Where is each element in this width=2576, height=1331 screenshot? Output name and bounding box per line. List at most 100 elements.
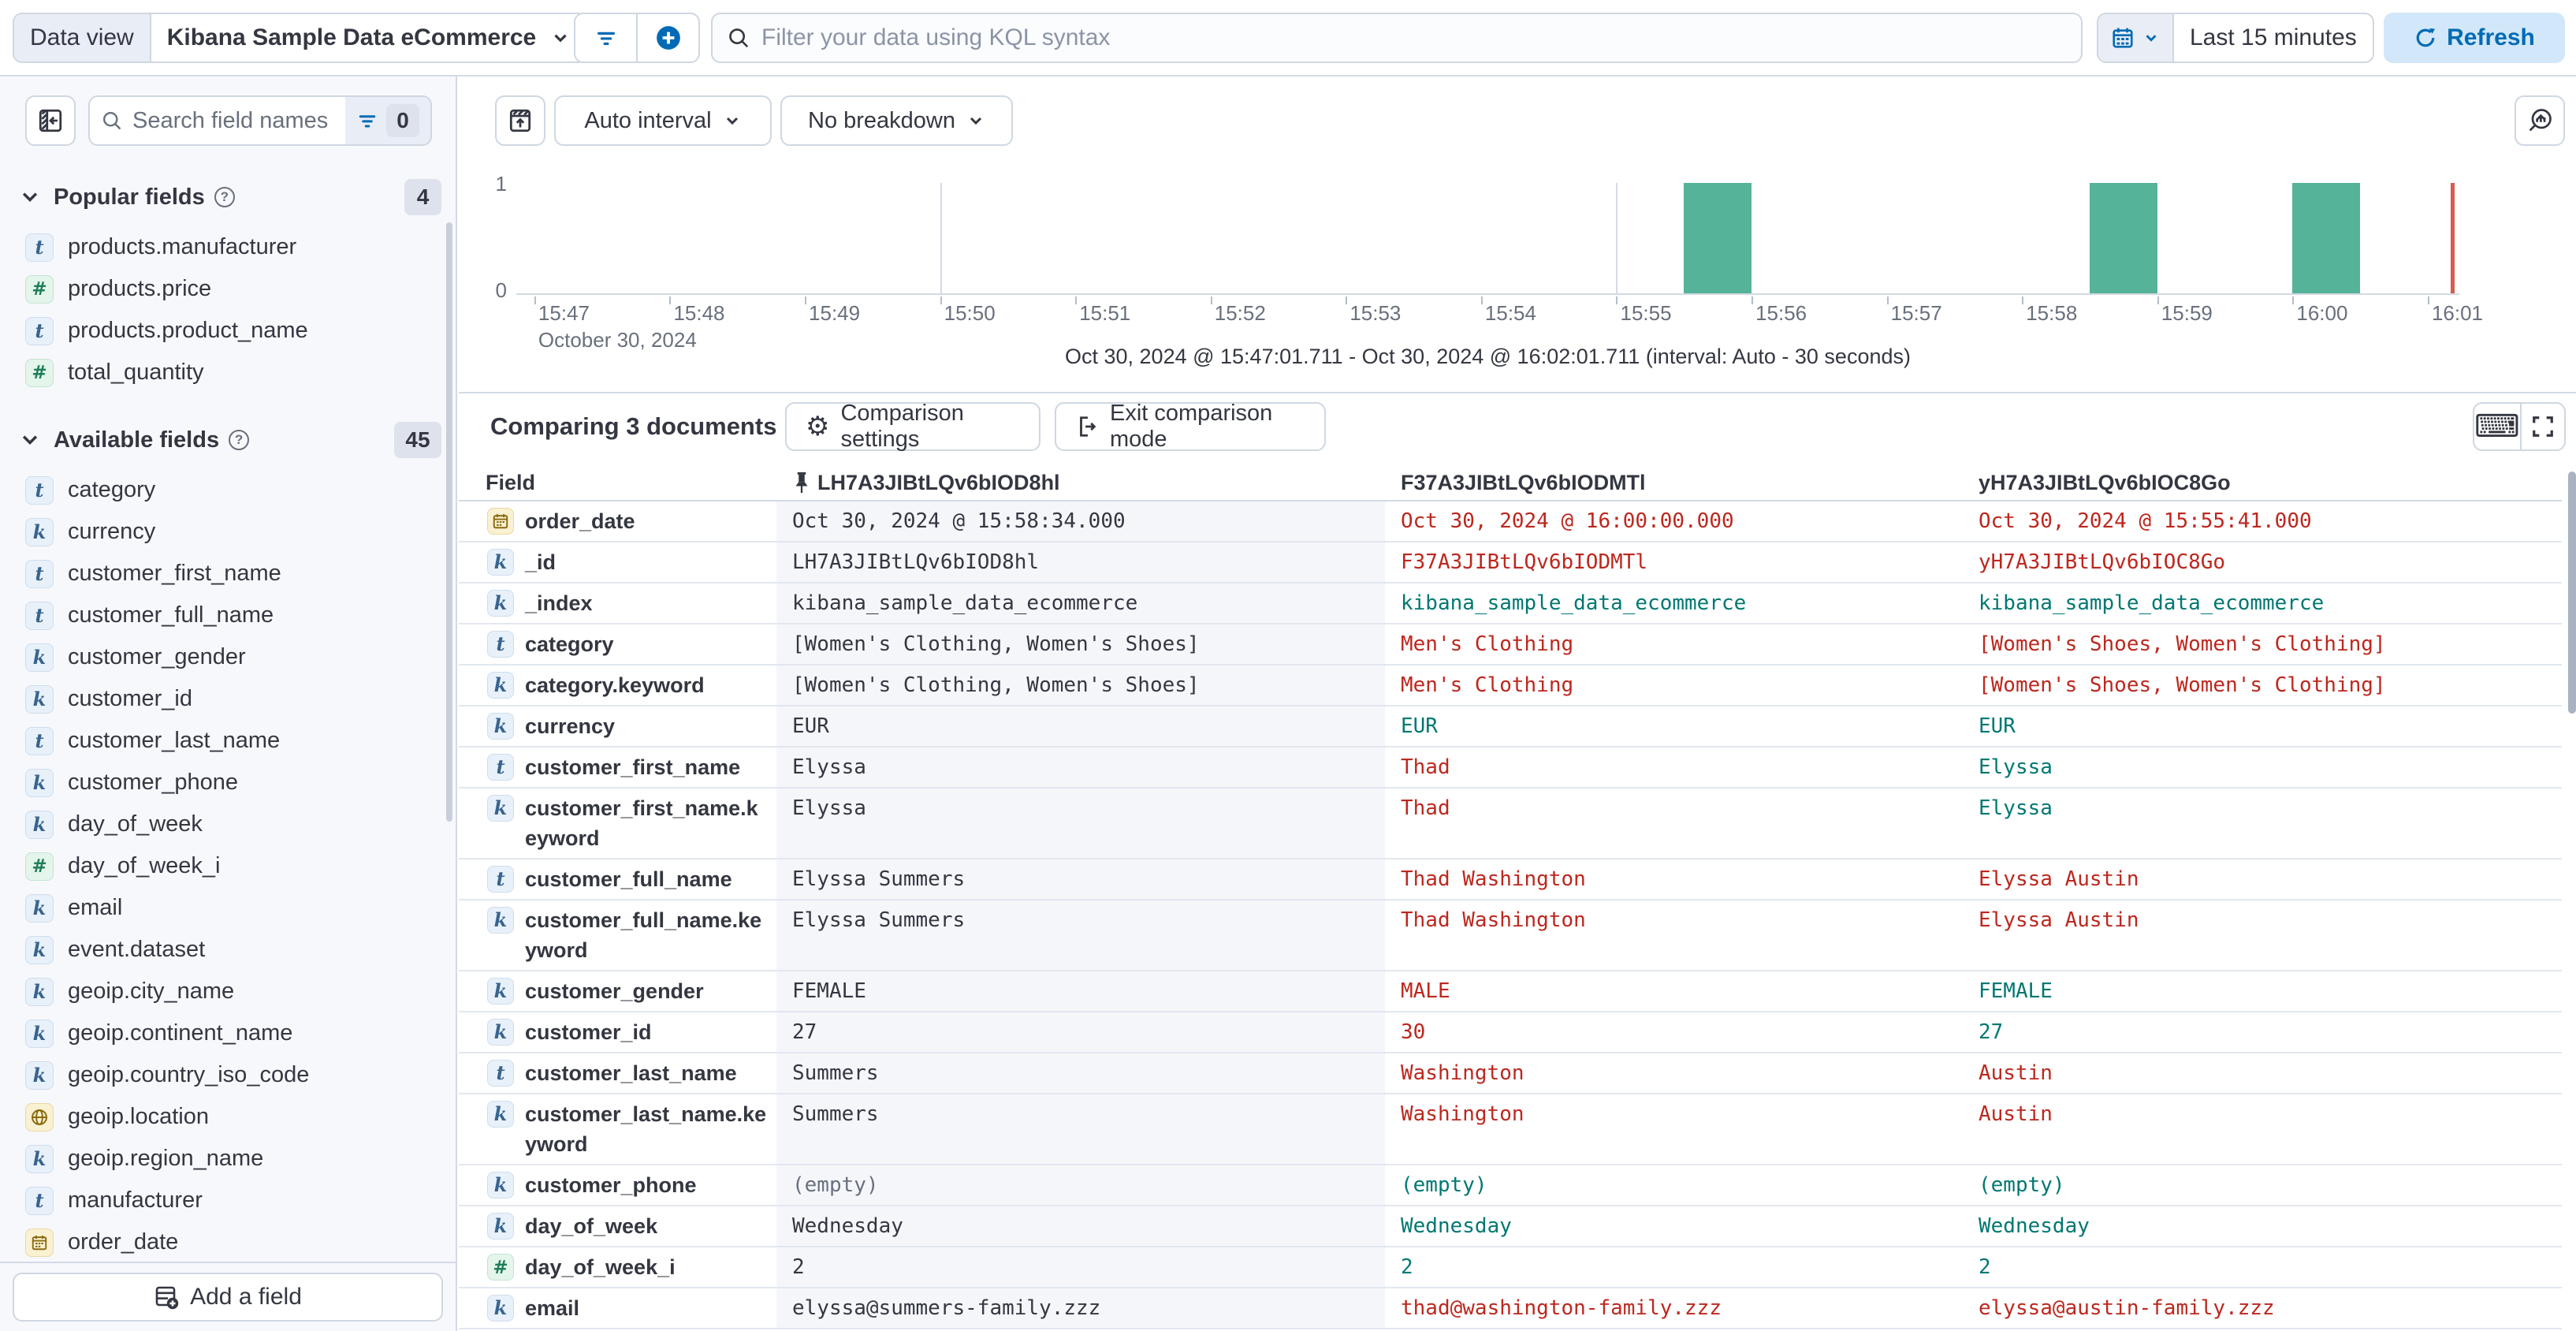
field-list-item[interactable]: t customer_last_name — [0, 720, 454, 762]
exit-comparison-button[interactable]: Exit comparison mode — [1055, 401, 1326, 452]
search-icon — [101, 110, 123, 132]
field-list-item[interactable]: t products.manufacturer — [0, 226, 454, 268]
refresh-label: Refresh — [2447, 24, 2535, 50]
keyword-field-icon: k — [25, 1019, 54, 1048]
field-list-item[interactable]: t customer_first_name — [0, 553, 454, 595]
time-range-button[interactable]: Last 15 minutes — [2174, 14, 2373, 62]
popular-fields-header[interactable]: Popular fields ? 4 — [0, 179, 454, 215]
explore-in-lens-button[interactable] — [2515, 95, 2565, 146]
refresh-button[interactable]: Refresh — [2384, 13, 2565, 63]
keyword-field-icon: k — [25, 1061, 54, 1090]
field-search[interactable]: 0 — [88, 95, 432, 146]
field-list-item[interactable]: k customer_id — [0, 678, 454, 720]
sidebar-scrollbar[interactable] — [446, 222, 452, 822]
field-list-item[interactable]: k event.dataset — [0, 929, 454, 971]
available-fields-header[interactable]: Available fields ? 45 — [0, 422, 454, 458]
keyword-field-icon: k — [25, 935, 54, 964]
kql-search-bar[interactable] — [711, 13, 2083, 63]
gridline — [940, 183, 942, 293]
field-list-item[interactable]: k day_of_week — [0, 803, 454, 845]
field-list-item[interactable]: t products.product_name — [0, 310, 454, 352]
keyword-field-icon: k — [25, 977, 54, 1006]
pinned-document-value-cell: Elyssa Summers — [776, 859, 1385, 899]
field-list-item[interactable]: k email — [0, 887, 454, 929]
kql-query-input[interactable] — [761, 24, 2067, 51]
filter-button[interactable] — [575, 14, 638, 62]
add-field-button[interactable]: Add a field — [13, 1273, 443, 1322]
comparison-table-row: t customer_full_name Elyssa Summers Thad Wa… — [459, 859, 2562, 900]
field-list-item[interactable]: t customer_full_name — [0, 595, 454, 636]
add-filter-button[interactable] — [638, 14, 698, 62]
document-value-cell: Washington — [1401, 1102, 1524, 1126]
time-range-note: Oct 30, 2024 @ 15:47:01.711 - Oct 30, 20… — [1065, 345, 1911, 368]
exit-icon — [1075, 415, 1099, 438]
time-range-value: Last 15 minutes — [2190, 24, 2357, 50]
pinned-document-column-header[interactable]: LH7A3JIBtLQv6bIOD8hl — [776, 465, 1385, 500]
document-value-cell: Thad — [1401, 796, 1450, 820]
comparison-table-header: Field LH7A3JIBtLQv6bIOD8hl F37A3JIBtLQv6… — [459, 465, 2562, 501]
field-list-item[interactable]: # day_of_week_i — [0, 845, 454, 887]
field-list-item[interactable]: # products.price — [0, 268, 454, 310]
field-list-item[interactable]: order_date — [0, 1221, 454, 1262]
comparison-title: Comparing 3 documents — [490, 412, 777, 440]
field-list-item[interactable]: k geoip.city_name — [0, 971, 454, 1012]
x-axis-tick — [1480, 296, 1483, 304]
gridline — [1616, 183, 1618, 293]
document-value-cell: Austin — [1979, 1102, 2053, 1126]
text-field-icon: t — [487, 754, 514, 781]
x-axis-tick-label: 15:59 — [2161, 301, 2213, 325]
document-value-cell: (empty) — [1979, 1173, 2065, 1197]
field-list-item[interactable]: k currency — [0, 511, 454, 553]
interval-label: Auto interval — [584, 107, 712, 133]
field-name-label: order_date — [68, 1229, 179, 1255]
gear-icon: ⚙ — [806, 412, 830, 442]
field-filters-button[interactable]: 0 — [345, 97, 430, 144]
collapse-sidebar-button[interactable] — [25, 95, 76, 146]
table-scrollbar[interactable] — [2568, 472, 2576, 714]
date-picker-button[interactable] — [2098, 14, 2174, 62]
y-axis-tick-max: 1 — [495, 172, 507, 196]
document-column-header[interactable]: F37A3JIBtLQv6bIODMTl — [1385, 465, 1963, 500]
pinned-document-value-cell: Elyssa Summers — [776, 900, 1385, 970]
document-value-cell: elyssa@austin-family.zzz — [1979, 1296, 2275, 1320]
data-view-picker[interactable]: Data view Kibana Sample Data eCommerce — [13, 13, 589, 63]
number-field-icon: # — [25, 274, 54, 304]
document-value-cell: Washington — [1401, 1061, 1524, 1085]
field-list-item[interactable]: t category — [0, 469, 454, 511]
x-axis-tick-label: 15:49 — [809, 301, 861, 325]
x-axis-tick-label: 15:52 — [1214, 301, 1266, 325]
field-list-item[interactable]: # total_quantity — [0, 352, 454, 393]
field-list-item[interactable]: k customer_phone — [0, 762, 454, 803]
data-view-selector[interactable]: Kibana Sample Data eCommerce — [151, 14, 587, 62]
field-name-cell: t customer_first_name — [459, 748, 776, 787]
grid-display-controls: ⌨ — [2473, 402, 2566, 451]
document-value-cell: kibana_sample_data_ecommerce — [1979, 591, 2325, 615]
date-field-icon — [487, 508, 514, 535]
field-name-label: category — [68, 477, 156, 502]
interval-select[interactable]: Auto interval — [554, 95, 772, 146]
comparison-settings-button[interactable]: ⚙ Comparison settings — [785, 401, 1040, 452]
field-list-item[interactable]: k geoip.continent_name — [0, 1012, 454, 1054]
hide-chart-button[interactable] — [495, 95, 545, 146]
document-column-header[interactable]: yH7A3JIBtLQv6bIOC8Go — [1963, 465, 2562, 500]
field-name-cell: k _id — [459, 542, 776, 582]
field-list-item[interactable]: k geoip.region_name — [0, 1138, 454, 1180]
field-list-item[interactable]: k geoip.country_iso_code — [0, 1054, 454, 1096]
field-name-cell: k customer_gender — [459, 971, 776, 1011]
keyword-field-icon: k — [25, 643, 54, 672]
fullscreen-button[interactable] — [2519, 404, 2564, 449]
field-name: customer_full_name.keyword — [525, 908, 762, 962]
histogram-bar[interactable] — [2090, 183, 2157, 293]
histogram-bar[interactable] — [2292, 183, 2361, 293]
document-value-cell: Elyssa — [1979, 796, 2053, 820]
field-list-item[interactable]: k customer_gender — [0, 636, 454, 678]
help-icon: ? — [229, 430, 250, 450]
field-list-item[interactable]: t manufacturer — [0, 1180, 454, 1221]
field-name-label: products.price — [68, 276, 212, 301]
breakdown-select[interactable]: No breakdown — [780, 95, 1013, 146]
document-value-cell: Oct 30, 2024 @ 16:00:00.000 — [1401, 509, 1734, 533]
field-search-input[interactable] — [132, 107, 345, 134]
keyboard-shortcuts-button[interactable]: ⌨ — [2474, 404, 2520, 449]
field-list-item[interactable]: geoip.location — [0, 1096, 454, 1138]
histogram-bar[interactable] — [1684, 183, 1752, 293]
